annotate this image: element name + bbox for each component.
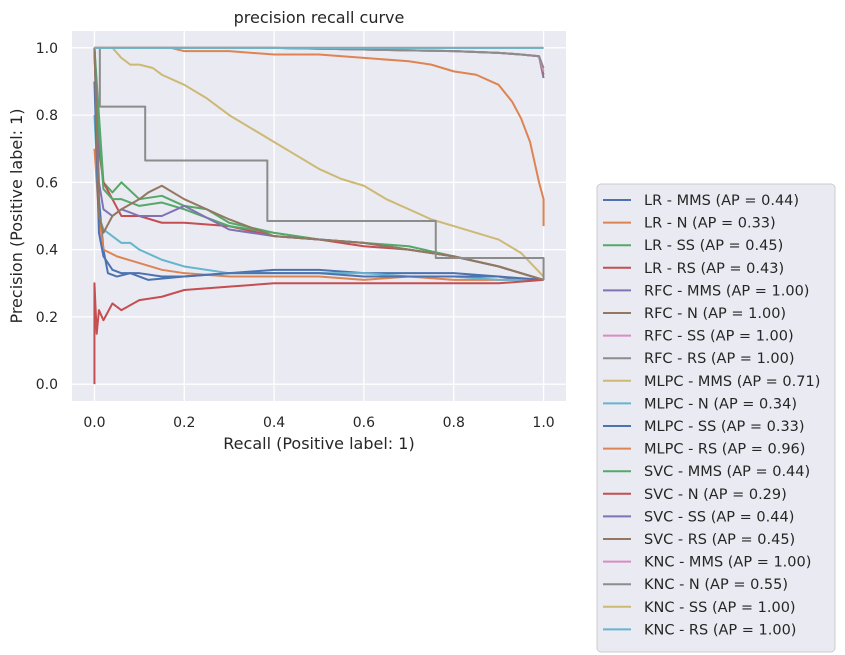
chart-title: precision recall curve xyxy=(234,8,405,27)
legend-frame xyxy=(596,183,836,653)
grid-lines xyxy=(72,31,566,401)
y-tick-label: 0.8 xyxy=(36,108,58,124)
y-tick-label: 0.0 xyxy=(36,377,58,393)
legend-label: SVC - RS (AP = 0.45) xyxy=(644,532,795,548)
legend-label: LR - RS (AP = 0.43) xyxy=(644,261,784,277)
legend-label: KNC - SS (AP = 1.00) xyxy=(644,600,796,616)
x-tick-label: 1.0 xyxy=(532,415,554,431)
legend-label: KNC - MMS (AP = 1.00) xyxy=(644,555,811,571)
legend-label: LR - N (AP = 0.33) xyxy=(644,216,776,232)
y-tick-label: 0.4 xyxy=(36,243,58,259)
x-tick-label: 0.0 xyxy=(83,415,105,431)
legend-label: LR - MMS (AP = 0.44) xyxy=(644,193,799,209)
series-line-2 xyxy=(93,148,544,281)
legend-label: MLPC - MMS (AP = 0.71) xyxy=(644,374,820,390)
y-tick-label: 1.0 xyxy=(36,41,58,57)
x-tick-label: 0.4 xyxy=(263,415,285,431)
y-tick-label: 0.2 xyxy=(36,310,58,326)
x-tick-label: 0.8 xyxy=(443,415,465,431)
x-axis-ticks: 0.0 0.2 0.4 0.6 0.8 1.0 xyxy=(83,415,554,431)
legend-label: KNC - RS (AP = 1.00) xyxy=(644,622,796,638)
legend-label: KNC - N (AP = 0.55) xyxy=(644,577,788,593)
x-axis-label: Recall (Positive label: 1) xyxy=(223,434,414,453)
y-axis-ticks: 0.0 0.2 0.4 0.6 0.8 1.0 xyxy=(36,41,58,393)
legend-label: LR - SS (AP = 0.45) xyxy=(644,238,783,254)
series-line-16 xyxy=(93,47,544,281)
legend-label: RFC - RS (AP = 1.00) xyxy=(644,351,795,367)
legend-label: MLPC - N (AP = 0.34) xyxy=(644,396,797,412)
legend-label: MLPC - RS (AP = 0.96) xyxy=(644,442,805,458)
legend-label: SVC - SS (AP = 0.44) xyxy=(644,509,794,525)
series-line-11 xyxy=(93,81,544,281)
series-line-9 xyxy=(94,46,545,278)
legend-label: RFC - MMS (AP = 1.00) xyxy=(644,283,809,299)
x-tick-label: 0.6 xyxy=(353,415,375,431)
series-lines xyxy=(93,46,545,385)
legend-label: RFC - SS (AP = 1.00) xyxy=(644,329,794,345)
series-line-12 xyxy=(94,46,545,227)
legend: LR - MMS (AP = 0.44) LR - N (AP = 0.33) LR… xyxy=(596,183,836,653)
series-line-18 xyxy=(94,46,545,280)
y-tick-label: 0.6 xyxy=(36,175,58,191)
legend-label: RFC - N (AP = 1.00) xyxy=(644,306,786,322)
y-axis-label: Precision (Positive label: 1) xyxy=(7,108,26,323)
legend-label: MLPC - SS (AP = 0.33) xyxy=(644,419,805,435)
legend-label: SVC - MMS (AP = 0.44) xyxy=(644,464,810,480)
x-tick-label: 0.2 xyxy=(173,415,195,431)
series-line-14 xyxy=(93,278,544,385)
legend-label: SVC - N (AP = 0.29) xyxy=(644,487,787,503)
